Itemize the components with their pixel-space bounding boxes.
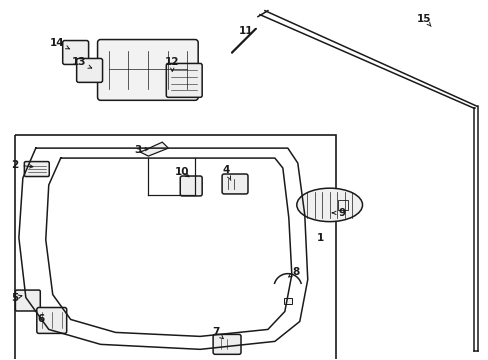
Text: 1: 1 (316, 233, 324, 243)
Polygon shape (232, 28, 255, 53)
Text: 9: 9 (332, 208, 345, 218)
FancyBboxPatch shape (24, 162, 49, 176)
Text: 5: 5 (11, 293, 22, 302)
Text: 15: 15 (416, 14, 431, 26)
Text: 10: 10 (175, 167, 189, 177)
FancyBboxPatch shape (222, 174, 247, 194)
FancyBboxPatch shape (62, 41, 88, 64)
FancyBboxPatch shape (166, 63, 202, 97)
Bar (337, 200, 347, 210)
FancyBboxPatch shape (37, 307, 66, 333)
FancyBboxPatch shape (15, 290, 40, 311)
Text: 13: 13 (71, 58, 92, 68)
Polygon shape (140, 142, 168, 156)
Bar (15, 135, 335, 360)
Bar (283, 298, 291, 303)
Text: 14: 14 (49, 37, 69, 49)
FancyBboxPatch shape (98, 40, 198, 100)
Text: 4: 4 (222, 165, 230, 180)
Text: 3: 3 (135, 145, 148, 155)
Ellipse shape (296, 188, 362, 222)
FancyBboxPatch shape (180, 176, 202, 196)
Text: 6: 6 (37, 314, 44, 324)
Text: 11: 11 (238, 26, 253, 36)
Text: 7: 7 (212, 327, 223, 339)
Text: 12: 12 (164, 58, 179, 71)
FancyBboxPatch shape (77, 58, 102, 82)
Text: 2: 2 (11, 160, 33, 170)
FancyBboxPatch shape (213, 334, 241, 354)
Text: 8: 8 (288, 267, 299, 277)
